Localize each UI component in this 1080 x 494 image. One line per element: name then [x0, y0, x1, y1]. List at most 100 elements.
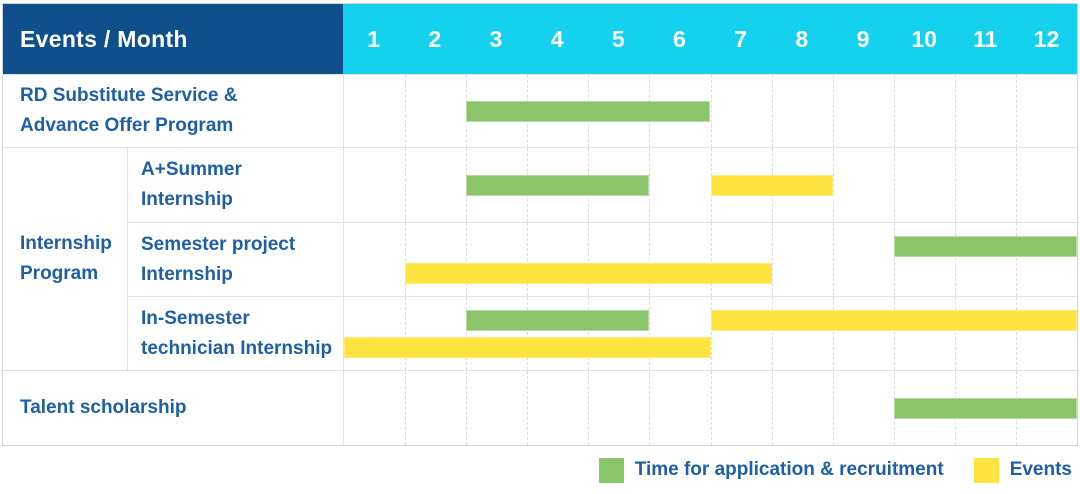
legend-item-events: Events — [973, 457, 1072, 483]
month-gridline — [832, 371, 834, 445]
month-header-3: 3 — [489, 25, 503, 52]
legend: Time for application & recruitment Event… — [598, 456, 1072, 484]
month-gridline — [466, 297, 468, 370]
timeline-cell-a-plus-summer-internship — [343, 148, 1077, 222]
month-gridline — [893, 75, 895, 147]
events-month-header-cell: Events / Month — [3, 4, 343, 74]
month-gridline — [405, 75, 407, 147]
month-gridline — [466, 371, 468, 445]
month-header-7: 7 — [734, 25, 748, 52]
month-gridline — [527, 223, 529, 296]
application-color-swatch — [598, 457, 624, 483]
legend-item-application: Time for application & recruitment — [598, 457, 944, 483]
month-header-4: 4 — [550, 25, 564, 52]
application-bar — [893, 236, 1077, 257]
row-label-line: Internship — [141, 189, 233, 210]
month-gridline — [893, 297, 895, 370]
month-gridline — [588, 297, 590, 370]
month-header-6: 6 — [673, 25, 686, 52]
month-header-9: 9 — [856, 25, 870, 52]
month-gridline — [405, 148, 407, 222]
month-gridline — [710, 297, 712, 370]
month-header-10: 10 — [911, 25, 937, 52]
events-color-swatch — [973, 457, 999, 483]
month-gridline — [1015, 297, 1017, 370]
internship-program-rows: A+Summer Internship Semester project Int… — [127, 148, 1077, 370]
month-gridline — [405, 297, 407, 370]
month-gridline — [527, 297, 529, 370]
month-gridline — [771, 297, 773, 370]
month-gridline — [893, 223, 895, 296]
month-header-1: 1 — [367, 25, 380, 52]
month-gridline — [771, 75, 773, 147]
group-label-line: Program — [20, 263, 99, 284]
month-gridline — [466, 223, 468, 296]
month-gridline — [954, 297, 956, 370]
month-gridline — [832, 148, 834, 222]
month-header-2: 2 — [428, 25, 442, 52]
application-bar — [893, 398, 1077, 419]
month-gridline — [832, 223, 834, 296]
month-gridline — [649, 297, 651, 370]
event-bar — [405, 263, 772, 284]
month-gridline — [954, 223, 956, 296]
row-label-line: technician Internship — [141, 337, 333, 359]
row-label-line: RD Substitute Service & — [20, 85, 238, 106]
month-gridline — [832, 297, 834, 370]
events-month-table: Events / Month 1 2 3 4 5 6 7 8 9 10 11 1… — [2, 3, 1078, 446]
event-bar — [710, 175, 833, 196]
group-label-internship-program: Internship Program — [3, 148, 127, 370]
month-gridline — [893, 148, 895, 222]
group-label-line: Internship — [20, 233, 112, 254]
row-label-a-plus-summer-internship: A+Summer Internship — [127, 148, 343, 222]
row-rd-substitute-service: RD Substitute Service & Advance Offer Pr… — [3, 74, 1077, 147]
table-header-row: Events / Month 1 2 3 4 5 6 7 8 9 10 11 1… — [3, 4, 1077, 74]
event-bar — [710, 310, 1077, 331]
row-semester-project-internship: Semester project Internship — [127, 222, 1077, 296]
month-gridline — [1015, 223, 1017, 296]
month-gridline — [588, 371, 590, 445]
row-label-talent-scholarship: Talent scholarship — [3, 371, 343, 445]
month-gridline — [771, 223, 773, 296]
month-gridline — [649, 148, 651, 222]
row-label-semester-project-internship: Semester project Internship — [127, 223, 343, 296]
timeline-cell-semester-project-internship — [343, 223, 1077, 296]
month-gridline — [588, 223, 590, 296]
row-a-plus-summer-internship: A+Summer Internship — [127, 148, 1077, 222]
month-gridline — [527, 371, 529, 445]
month-gridline — [405, 371, 407, 445]
month-header-12: 12 — [1033, 25, 1060, 52]
timeline-cell-talent-scholarship — [343, 371, 1077, 445]
month-header-strip: 1 2 3 4 5 6 7 8 9 10 11 12 — [343, 4, 1077, 74]
application-bar — [466, 175, 650, 196]
month-gridline — [832, 75, 834, 147]
internship-program-group: Internship Program A+Summer Internship S… — [3, 147, 1077, 370]
application-bar — [466, 310, 650, 331]
month-header-8: 8 — [795, 25, 809, 52]
row-label-line: Semester project — [141, 233, 296, 255]
application-bar — [466, 101, 711, 122]
event-bar — [344, 337, 711, 358]
legend-label-application: Time for application & recruitment — [634, 459, 944, 480]
month-gridline — [710, 223, 712, 296]
timeline-cell-rd-substitute-service — [343, 75, 1077, 147]
row-label-line: Advance Offer Program — [20, 115, 234, 136]
month-gridline — [649, 223, 651, 296]
row-label-line: A+Summer — [141, 159, 242, 180]
month-header-11: 11 — [973, 25, 998, 52]
month-header-5: 5 — [611, 25, 625, 52]
month-gridline — [771, 371, 773, 445]
month-gridline — [954, 148, 956, 222]
row-label-line: Internship — [141, 263, 233, 285]
timeline-cell-in-semester-technician-internship — [343, 297, 1077, 370]
month-gridline — [954, 75, 956, 147]
row-label-rd-substitute-service: RD Substitute Service & Advance Offer Pr… — [3, 75, 343, 147]
row-label-line: In-Semester — [141, 307, 250, 329]
month-gridline — [710, 371, 712, 445]
month-gridline — [1015, 148, 1017, 222]
month-gridline — [1015, 75, 1017, 147]
row-label-in-semester-technician-internship: In-Semester technician Internship — [127, 297, 343, 370]
month-gridline — [405, 223, 407, 296]
month-gridline — [649, 371, 651, 445]
